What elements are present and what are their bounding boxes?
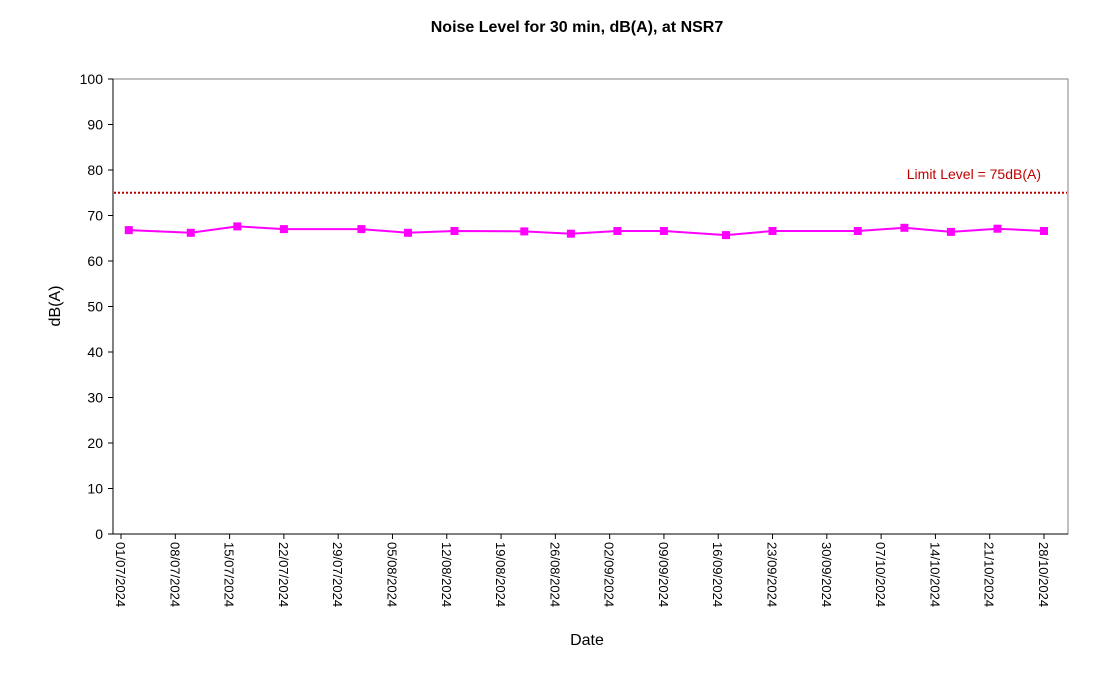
- data-point: [357, 225, 366, 234]
- x-tick-label: 09/09/2024: [656, 542, 671, 607]
- series-line: [128, 225, 1045, 237]
- y-tick-label: 60: [87, 253, 103, 269]
- y-tick-label: 70: [87, 208, 103, 224]
- y-tick-label: 20: [87, 435, 103, 451]
- data-point: [186, 228, 195, 237]
- x-tick-label: 15/07/2024: [222, 542, 237, 607]
- y-tick-label: 0: [95, 526, 103, 542]
- reference-lines: Limit Level = 75dB(A): [114, 166, 1067, 194]
- x-tick-label: 26/08/2024: [547, 542, 562, 607]
- data-point: [520, 227, 529, 236]
- y-tick-label: 80: [87, 162, 103, 178]
- y-tick-label: 50: [87, 299, 103, 315]
- data-point: [233, 222, 242, 231]
- data-point: [853, 227, 862, 235]
- y-axis-ticks: 0 10 20 30 40 50 60 70 80 90 100: [80, 71, 113, 542]
- limit-label: Limit Level = 75dB(A): [907, 166, 1041, 182]
- data-point: [566, 229, 575, 238]
- data-point: [722, 231, 730, 240]
- x-tick-label: 14/10/2024: [927, 542, 942, 607]
- data-point: [124, 226, 133, 235]
- y-tick-label: 100: [80, 71, 104, 87]
- x-tick-label: 22/07/2024: [276, 542, 291, 607]
- x-tick-label: 05/08/2024: [384, 542, 399, 607]
- x-tick-label: 01/07/2024: [113, 542, 128, 607]
- data-point: [613, 227, 622, 235]
- x-tick-label: 28/10/2024: [1036, 542, 1051, 607]
- x-tick-label: 23/09/2024: [765, 542, 780, 607]
- x-axis-ticks: 01/07/2024 08/07/2024 15/07/2024 22/07/2024…: [113, 534, 1051, 607]
- data-point: [404, 228, 412, 237]
- data-point: [659, 227, 668, 235]
- x-tick-label: 08/07/2024: [167, 542, 182, 607]
- x-tick-label: 07/10/2024: [873, 542, 888, 607]
- chart-title: Noise Level for 30 min, dB(A), at NSR7: [431, 19, 724, 36]
- series-layer: [124, 222, 1048, 240]
- plot-area: [112, 78, 1069, 535]
- y-tick-label: 10: [87, 481, 103, 497]
- y-tick-label: 30: [87, 390, 103, 406]
- data-point: [946, 227, 955, 236]
- data-point: [1040, 227, 1048, 235]
- x-tick-label: 21/10/2024: [982, 542, 997, 607]
- data-point: [279, 225, 288, 234]
- y-tick-label: 40: [87, 344, 103, 360]
- x-tick-label: 19/08/2024: [493, 542, 508, 607]
- x-tick-label: 02/09/2024: [602, 542, 617, 607]
- data-point: [768, 227, 777, 235]
- x-tick-label: 12/08/2024: [439, 542, 454, 607]
- data-point: [993, 224, 1002, 233]
- x-tick-label: 16/09/2024: [710, 542, 725, 607]
- y-tick-label: 90: [87, 117, 103, 133]
- x-tick-label: 29/07/2024: [330, 542, 345, 607]
- x-axis-title: Date: [570, 632, 604, 649]
- data-point: [900, 223, 909, 232]
- data-point: [450, 227, 459, 235]
- y-axis-title: dB(A): [47, 286, 64, 327]
- x-tick-label: 30/09/2024: [819, 542, 834, 607]
